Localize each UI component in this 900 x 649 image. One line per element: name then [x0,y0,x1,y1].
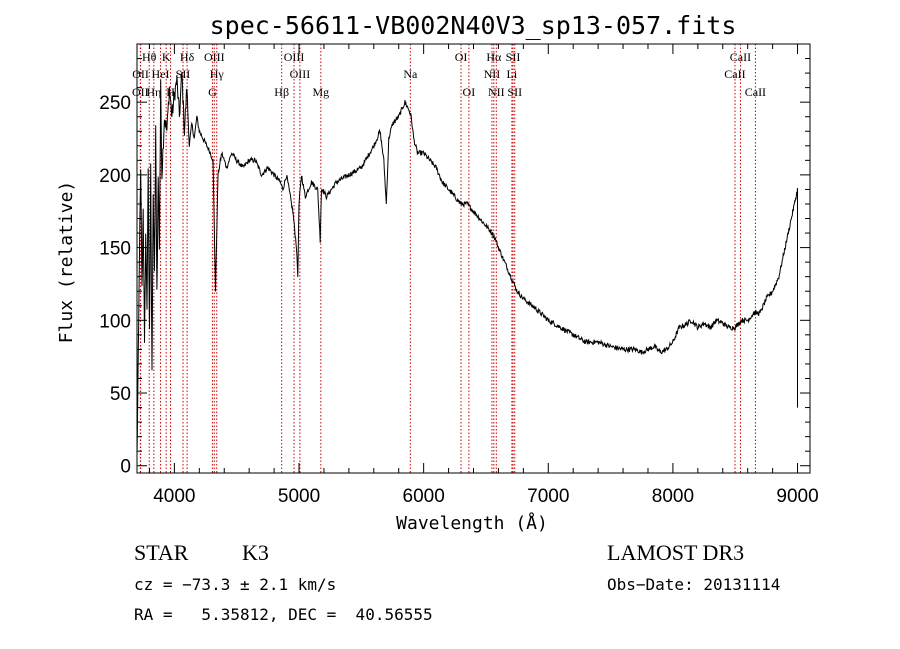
chart-title: spec-56611-VB002N40V3_sp13-057.fits [210,11,737,40]
line-label-16: Na [403,67,418,81]
line-label-5: K [162,50,171,64]
line-label-18: OI [463,85,476,99]
ra-dec: RA = 5.35812, DEC = 40.56555 [134,605,433,624]
x-tick-label-2: 6000 [403,486,445,507]
line-label-15: Mg [312,85,329,99]
observation-date: Obs−Date: 20131114 [607,575,781,594]
line-label-20: NII [484,67,501,81]
line-label-1: OII [132,67,149,81]
y-axis-label: Flux (relative) [56,181,77,344]
line-label-12: Hβ [274,85,289,99]
y-tick-label-5: 250 [99,93,131,114]
line-label-21: NII [488,85,505,99]
axis-ticks: 4000 5000 6000 7000 8000 9000 0 50 100 150 200 250 [99,44,819,507]
line-label-7: SII [176,67,191,81]
line-label-25: CaII [724,67,745,81]
line-label-8: Hδ [180,50,195,64]
spectral-line-markers [139,44,756,473]
x-tick-label-4: 8000 [652,486,694,507]
series-line-0 [136,71,798,456]
y-tick-label-3: 150 [99,239,131,260]
redshift-cz: cz = −73.3 ± 2.1 km/s [134,575,337,594]
line-label-13: OIII [284,50,305,64]
object-subclass: K3 [242,540,269,565]
line-label-4: HeI [152,67,170,81]
x-tick-label-1: 5000 [278,486,320,507]
line-label-10: Hγ [210,67,225,81]
y-tick-label-1: 50 [110,384,131,405]
line-label-26: CaII [730,50,751,64]
line-label-24: SII [507,85,522,99]
line-label-2: Hθ [142,50,157,64]
x-tick-label-5: 9000 [776,486,818,507]
line-label-23: Li [507,67,518,81]
line-label-11: G [208,85,217,99]
y-tick-label-0: 0 [120,457,131,478]
x-tick-label-3: 7000 [527,486,569,507]
line-label-6: H [166,85,175,99]
series-layer [136,71,798,456]
line-label-27: CaII [745,85,766,99]
object-class: STAR [134,540,189,565]
line-label-22: SII [506,50,521,64]
y-tick-label-2: 100 [99,311,131,332]
line-label-14: OIII [290,67,311,81]
line-label-3: Hη [146,85,161,99]
line-label-9: OIII [204,50,225,64]
survey-name: LAMOST DR3 [607,540,745,565]
x-axis-label: Wavelength (Å) [396,512,548,534]
y-tick-label-4: 200 [99,166,131,187]
plot-frame [136,43,811,474]
line-label-17: OI [455,50,468,64]
x-tick-label-0: 4000 [153,486,195,507]
line-label-0: OII [132,85,149,99]
line-label-19: Hα [486,50,502,64]
